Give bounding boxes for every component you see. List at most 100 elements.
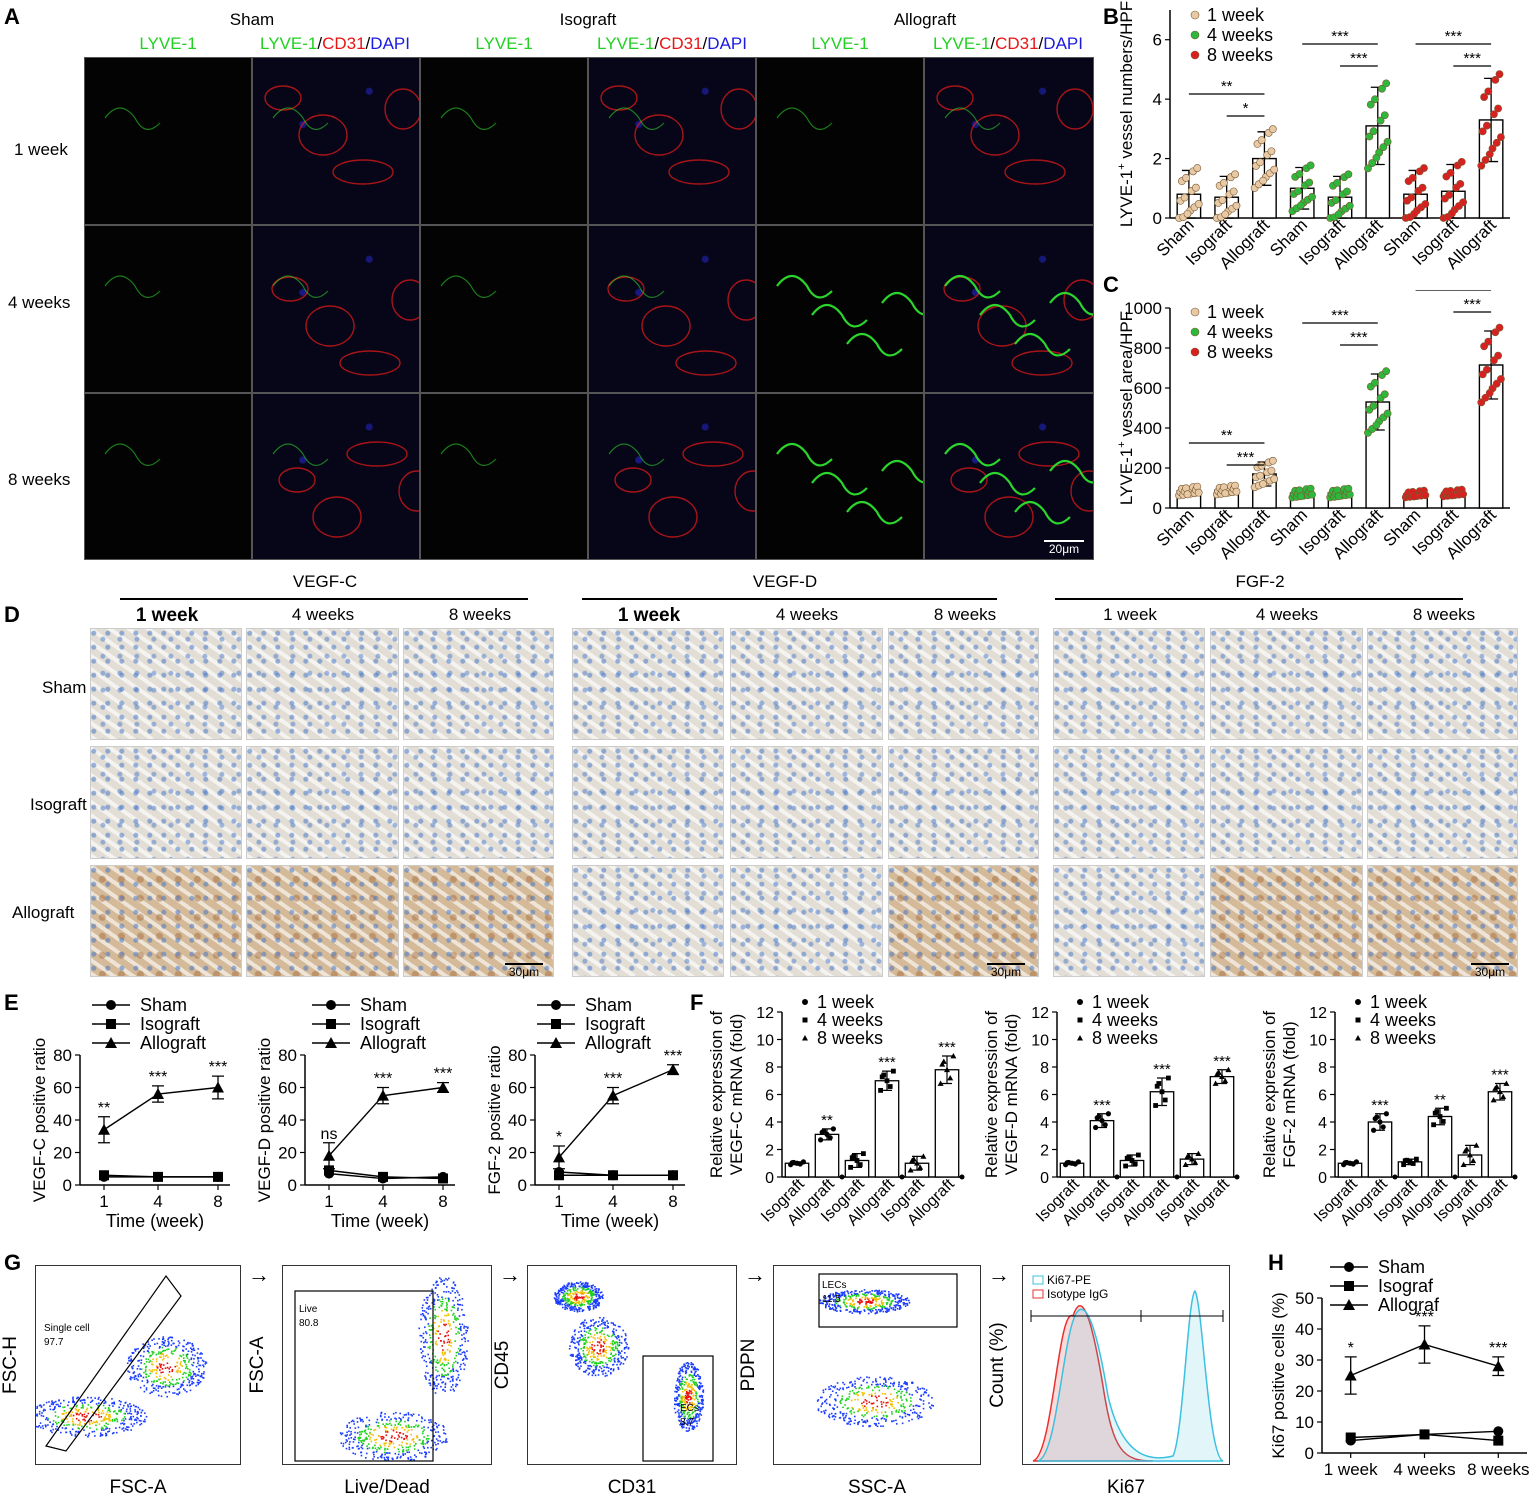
data-point (879, 1074, 885, 1080)
panel-label-b: B (1103, 4, 1119, 29)
fluorescence-image (84, 57, 252, 225)
panel-label-a: A (4, 4, 20, 29)
data-point (878, 1087, 883, 1093)
data-point (1410, 209, 1419, 218)
ihc-image (246, 865, 399, 977)
y-tick-label: 8 (765, 1060, 774, 1077)
data-point (1490, 110, 1498, 119)
significance-label: * (556, 1129, 562, 1146)
data-point (1221, 210, 1230, 219)
row-label-isograft: Isograft (30, 795, 87, 814)
data-point (1380, 1124, 1386, 1130)
data-point (1495, 323, 1504, 332)
y-tick-label: 10 (756, 1033, 774, 1050)
data-point (1102, 1122, 1108, 1128)
data-point (1383, 1111, 1389, 1117)
legend-marker (1355, 1035, 1361, 1041)
data-point (1494, 351, 1503, 360)
ihc-image (1367, 746, 1518, 859)
data-point (1497, 375, 1505, 383)
y-tick-label: 80 (508, 1046, 527, 1065)
y-tick-label: 30 (1295, 1351, 1314, 1370)
stain-label-lyve1: LYVE-1 (139, 34, 197, 53)
row-label-allograft: Allograft (12, 903, 75, 922)
data-point (1493, 1435, 1504, 1446)
ihc-image (90, 865, 242, 977)
data-point (1456, 180, 1465, 188)
significance-label: *** (1331, 28, 1349, 45)
legend-label: 1 week (1207, 302, 1265, 322)
legend-marker (1077, 1017, 1083, 1023)
y-tick-label: 8 (1040, 1060, 1049, 1077)
data-point (1402, 1158, 1408, 1164)
panel-label-g: G (4, 1250, 22, 1275)
data-point (1214, 1070, 1221, 1077)
legend-label: Sham (140, 995, 187, 1015)
fluorescence-image (588, 57, 756, 225)
data-point (1193, 164, 1202, 172)
chart-f-vegfc: 0 2 4 6 8 10 12 Relative expression of VEGF-C mR… (707, 992, 965, 1229)
data-point (1257, 461, 1266, 470)
y-tick-label: 2 (765, 1143, 774, 1160)
panel-label-f: F (690, 990, 704, 1015)
x-tick-label: 1 (554, 1192, 563, 1211)
data-point (1500, 1093, 1507, 1100)
data-point (830, 1126, 836, 1132)
y-tick-label: 8 (1318, 1060, 1327, 1077)
data-point (1364, 164, 1372, 173)
y-tick-label: 2 (1040, 1143, 1049, 1160)
data-point (1382, 367, 1391, 376)
data-point (1189, 1156, 1195, 1162)
arrow-icon: → (499, 1262, 521, 1287)
data-point (1378, 84, 1386, 93)
flow-x-label: FSC-A (109, 1477, 167, 1498)
fluorescence-image (252, 393, 420, 560)
chart-e-fgf2: 0 20 40 60 80 1 4 8 Time (week) FGF-2 positive ra… (485, 995, 685, 1231)
chart-f-vegfd: 0 2 4 6 8 10 12 Relative expression of VEGF-D mR… (982, 992, 1240, 1229)
data-point (1344, 170, 1353, 179)
significance-label: *** (1350, 50, 1368, 67)
data-point (950, 1053, 957, 1059)
data-point (1372, 421, 1381, 429)
data-point (939, 1061, 946, 1067)
legend-label: 4 weeks (817, 1010, 883, 1030)
data-point (1229, 187, 1238, 196)
data-point (1437, 1114, 1443, 1119)
ihc-image (246, 746, 399, 859)
y-tick-label: 4 (1318, 1115, 1327, 1132)
data-point (1331, 196, 1340, 204)
x-tick-label: 8 (668, 1192, 677, 1211)
scale-bar-d: 30μm (505, 963, 543, 979)
data-point (1444, 1105, 1449, 1111)
significance-label: *** (434, 1066, 453, 1083)
data-point (1494, 104, 1503, 113)
gate-name: Single cell (44, 1323, 90, 1334)
ihc-image (1053, 865, 1205, 977)
data-point (1345, 490, 1354, 499)
y-axis-label: LYVE-1+ vessel numbers/HPF (1116, 1, 1136, 227)
ihc-image (572, 746, 724, 859)
y-tick-label: 40 (508, 1111, 527, 1130)
data-point (152, 1088, 164, 1099)
data-point (1343, 1299, 1355, 1310)
significance-label: *** (1463, 296, 1481, 313)
data-point (1380, 390, 1389, 399)
data-point (1493, 1426, 1504, 1437)
fluorescence-image (756, 57, 924, 225)
data-point (947, 1075, 954, 1081)
flow-y-label: PDPN (738, 1338, 759, 1392)
ihc-image (1210, 746, 1363, 859)
y-tick-label: 0 (1318, 1170, 1327, 1187)
data-point (1259, 479, 1267, 488)
scale-bar-d: 30μm (987, 963, 1025, 979)
data-point (1305, 178, 1314, 187)
data-point (1419, 1429, 1430, 1440)
data-point (1440, 1119, 1446, 1124)
gate-name: Live (299, 1304, 318, 1315)
significance-label: *** (1371, 1097, 1389, 1114)
y-tick-label: 6 (1318, 1088, 1327, 1105)
data-point (1295, 170, 1304, 178)
marker-label-vegfc: VEGF-C (292, 572, 358, 591)
x-tick-label: 8 (438, 1192, 447, 1211)
flow-x-label: CD31 (607, 1477, 657, 1498)
